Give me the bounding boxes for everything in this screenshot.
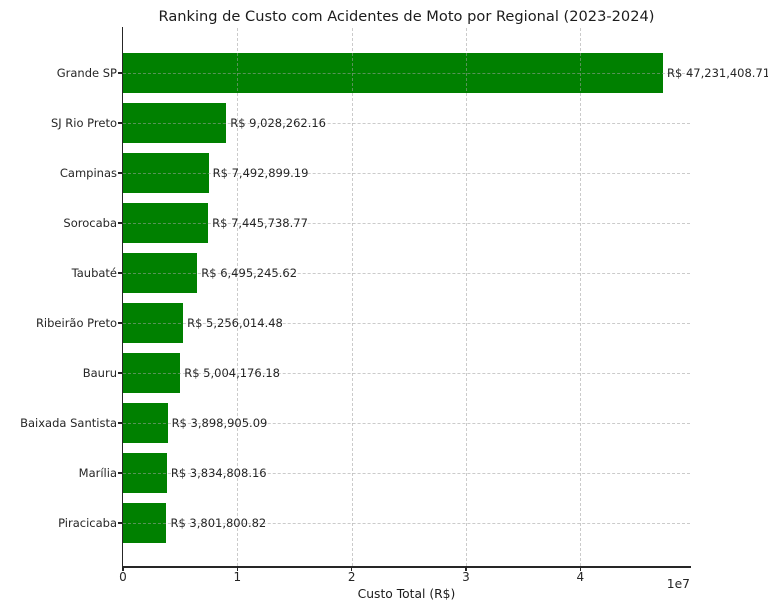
gridline-vertical <box>580 28 582 566</box>
y-tick-mark <box>118 122 122 124</box>
y-axis-spine <box>121 27 123 568</box>
bar-value-label: R$ 3,898,905.09 <box>171 416 268 430</box>
bar-value-label: R$ 3,834,808.16 <box>170 466 267 480</box>
x-tick-label: 3 <box>462 570 470 584</box>
gridline-horizontal <box>123 373 690 374</box>
gridline-horizontal <box>123 523 690 524</box>
bar-value-label: R$ 7,492,899.19 <box>212 166 309 180</box>
x-tick-label: 0 <box>119 570 127 584</box>
x-tick-label: 1 <box>233 570 242 584</box>
x-axis-spine <box>121 566 691 568</box>
y-tick-mark <box>118 172 122 174</box>
gridline-horizontal <box>123 323 690 324</box>
gridline-horizontal <box>123 73 690 74</box>
x-tick-mark <box>465 567 467 571</box>
bar-value-label: R$ 5,256,014.48 <box>187 316 283 330</box>
y-tick-mark <box>118 372 122 374</box>
y-tick-mark <box>118 272 122 274</box>
y-tick-label: Ribeirão Preto <box>35 316 117 330</box>
y-tick-label: Campinas <box>59 166 117 180</box>
y-tick-mark <box>118 472 122 474</box>
gridline-horizontal <box>123 273 690 274</box>
gridline-horizontal <box>123 223 690 224</box>
gridline-horizontal <box>123 473 690 474</box>
bar-value-label: R$ 3,801,800.82 <box>170 516 267 530</box>
bar-value-label: R$ 9,028,262.16 <box>230 116 326 130</box>
x-tick-label: 4 <box>576 570 585 584</box>
gridline-horizontal <box>123 423 690 424</box>
y-tick-label: Piracicaba <box>58 516 117 530</box>
x-tick-mark <box>579 567 581 571</box>
y-tick-label: SJ Rio Preto <box>50 116 117 130</box>
y-tick-label: Sorocaba <box>63 216 117 230</box>
bar-value-label: R$ 6,495,245.62 <box>201 266 298 280</box>
x-axis-label: Custo Total (R$) <box>357 587 456 601</box>
bar-value-label: R$ 47,231,408.71 <box>667 66 768 80</box>
x-tick-mark <box>236 567 238 571</box>
y-tick-label: Bauru <box>82 366 117 380</box>
axis-offset-label: 1e7 <box>666 577 690 591</box>
gridline-vertical <box>351 28 353 566</box>
y-tick-mark <box>118 422 122 424</box>
bar-value-label: R$ 7,445,738.77 <box>212 216 308 230</box>
y-tick-label: Baixada Santista <box>20 416 117 430</box>
bar-value-label: R$ 5,004,176.18 <box>184 366 280 380</box>
gridline-horizontal <box>123 173 690 174</box>
x-tick-mark <box>122 567 124 571</box>
y-tick-label: Grande SP <box>56 66 117 80</box>
y-tick-label: Marília <box>78 466 117 480</box>
y-tick-mark <box>118 322 122 324</box>
gridline-vertical <box>237 28 239 566</box>
gridline-vertical <box>465 28 467 566</box>
chart-title: Ranking de Custo com Acidentes de Moto p… <box>158 8 655 25</box>
x-tick-mark <box>351 567 353 571</box>
y-tick-mark <box>118 222 122 224</box>
gridline-horizontal <box>123 123 690 124</box>
y-tick-mark <box>118 72 122 74</box>
plot-area: R$ 47,231,408.71 R$ 9,028,262.16 R$ 7,492,… <box>123 28 768 566</box>
y-tick-mark <box>118 522 122 524</box>
x-tick-label: 2 <box>347 570 356 584</box>
y-tick-label: Taubaté <box>71 266 117 280</box>
